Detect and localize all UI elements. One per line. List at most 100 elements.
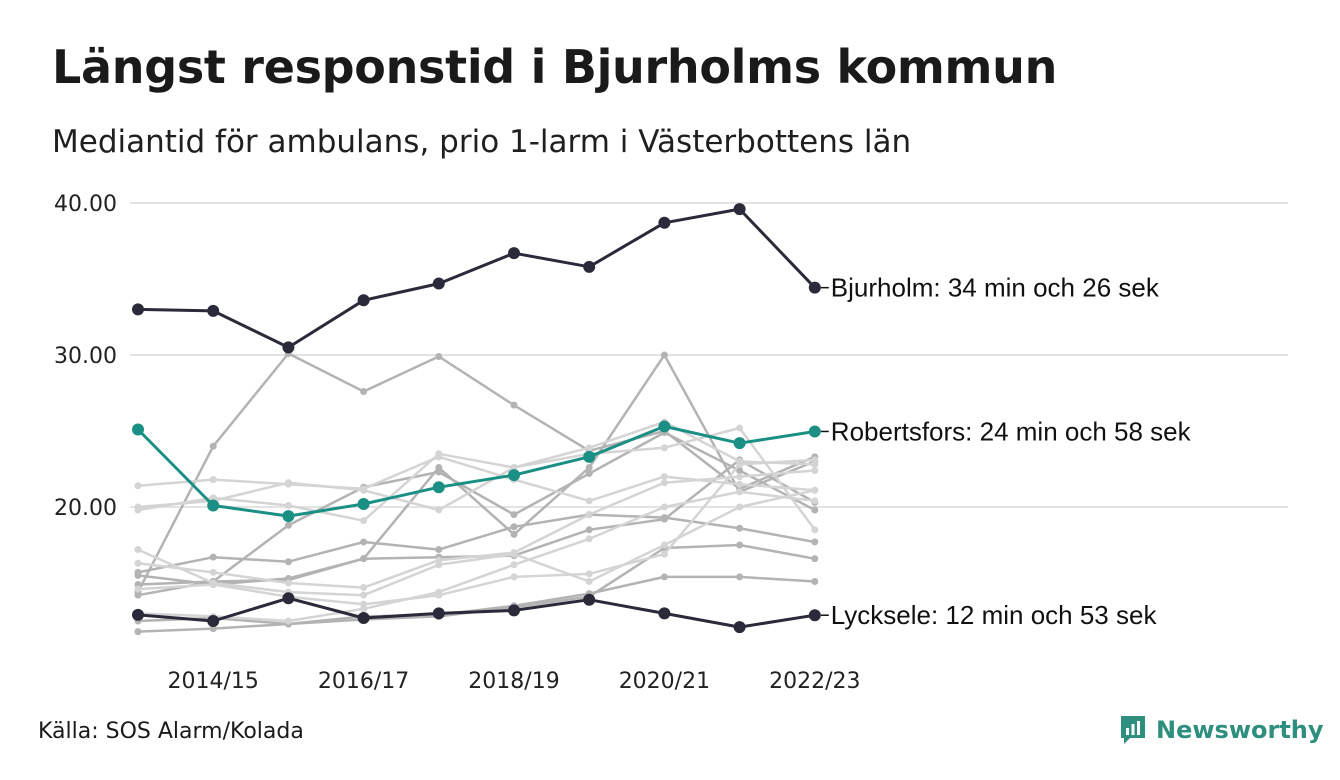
series-labels: Bjurholm: 34 min och 26 sek Robertsfors: … (820, 273, 1192, 630)
data-point (585, 535, 593, 543)
data-point (134, 628, 142, 636)
data-point (510, 549, 518, 557)
data-point (811, 577, 819, 585)
series-line (137, 490, 815, 623)
background-series-line (134, 467, 819, 592)
data-point (510, 401, 518, 409)
data-point (360, 584, 368, 592)
data-point (435, 353, 443, 361)
data-point (510, 561, 518, 569)
data-point (585, 511, 593, 519)
data-point (357, 611, 370, 624)
data-point (132, 608, 144, 621)
series-line (137, 596, 816, 629)
data-point (811, 555, 819, 563)
data-point (209, 553, 217, 561)
data-point (134, 591, 142, 599)
data-point (284, 479, 292, 487)
data-point (660, 514, 668, 522)
data-point (360, 387, 368, 395)
data-point (432, 481, 445, 494)
data-point (282, 592, 295, 605)
data-point (360, 600, 368, 608)
series-line (137, 431, 816, 597)
data-point (811, 538, 819, 546)
chart-title: Längst responstid i Bjurholms kommun (52, 40, 1058, 94)
data-point (360, 538, 368, 546)
data-point (658, 216, 671, 229)
data-point (357, 497, 370, 510)
data-point (736, 480, 744, 488)
data-point (811, 506, 819, 514)
data-point (585, 570, 593, 578)
data-point (811, 456, 819, 464)
data-point (508, 604, 520, 617)
y-tick-label: 30.00 (54, 344, 117, 369)
data-point (357, 294, 370, 307)
data-point (284, 579, 292, 587)
data-point (508, 247, 520, 260)
data-point (585, 463, 593, 471)
newsworthy-logo: Newsworthy (1118, 713, 1324, 747)
data-point (209, 568, 217, 576)
y-axis-ticks: 20.00 30.00 40.00 (54, 192, 117, 521)
data-point (808, 425, 821, 438)
data-point (435, 556, 443, 564)
data-point (660, 550, 668, 558)
data-point (583, 593, 596, 606)
data-point (134, 506, 142, 514)
series-lycksele (132, 592, 821, 634)
data-point (736, 503, 744, 511)
data-point (432, 277, 445, 290)
series-line (137, 207, 816, 349)
series-line (136, 424, 816, 518)
data-point (510, 530, 518, 538)
data-point (284, 501, 292, 509)
newsworthy-logo-icon (1121, 716, 1145, 744)
series-label-robertsfors: Robertsfors: 24 min och 58 sek (831, 416, 1192, 446)
data-point (585, 497, 593, 505)
newsworthy-logo-text: Newsworthy (1156, 716, 1324, 744)
data-point (435, 468, 443, 476)
data-point (510, 463, 518, 471)
data-point (736, 541, 744, 549)
data-point (660, 503, 668, 511)
background-series-line (134, 418, 819, 525)
data-point (736, 424, 744, 432)
data-point (435, 506, 443, 514)
x-tick-label: 2014/15 (167, 669, 258, 694)
data-point (660, 479, 668, 487)
data-point (733, 437, 746, 450)
data-point (435, 591, 443, 599)
series-line (137, 575, 815, 626)
data-point (282, 510, 295, 523)
data-point (209, 494, 217, 502)
data-point (736, 460, 744, 468)
data-point (360, 555, 368, 563)
data-point (658, 420, 671, 433)
data-point (736, 467, 744, 475)
data-point (585, 470, 593, 478)
data-point (134, 546, 142, 554)
data-point (658, 607, 671, 620)
data-point (736, 524, 744, 532)
data-point (808, 281, 821, 294)
data-point (811, 486, 819, 494)
series-line (137, 426, 816, 531)
background-series-line (134, 456, 819, 589)
data-point (510, 511, 518, 519)
data-point (209, 442, 217, 450)
series-line (137, 489, 816, 597)
background-series-line (134, 511, 819, 576)
data-point (360, 591, 368, 599)
source-note: Källa: SOS Alarm/Kolada (38, 719, 304, 744)
series-label-bjurholm: Bjurholm: 34 min och 26 sek (831, 273, 1160, 303)
data-point (660, 351, 668, 359)
data-point (207, 615, 220, 627)
background-series-line (134, 429, 819, 599)
series-label-lycksele: Lycksele: 12 min och 53 sek (831, 600, 1158, 630)
gridlines (130, 202, 1288, 508)
data-point (134, 559, 142, 567)
data-point (660, 573, 668, 581)
data-point (733, 621, 746, 634)
